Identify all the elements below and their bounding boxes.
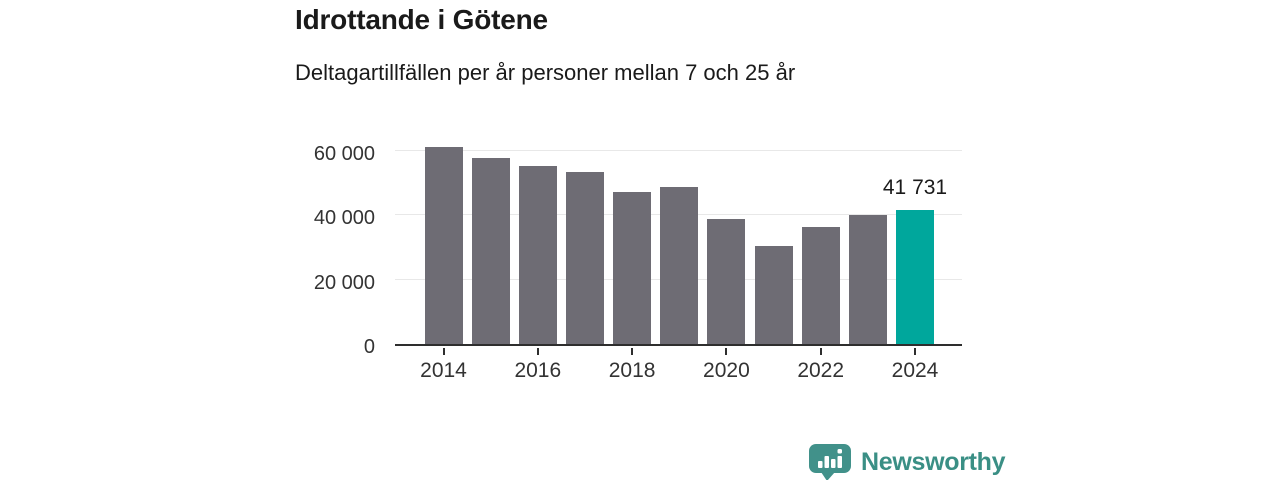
gridline-60000 bbox=[395, 149, 962, 151]
bar-2015 bbox=[471, 158, 510, 344]
x-tick-label-2014: 2014 bbox=[420, 359, 467, 382]
y-tick-label-0: 0 bbox=[363, 336, 375, 358]
y-axis: 0 20 000 40 000 60 000 bbox=[285, 142, 385, 357]
bar-2014 bbox=[424, 147, 463, 344]
x-tick-label-2024: 2024 bbox=[891, 359, 939, 382]
x-tick-2016 bbox=[536, 348, 539, 355]
x-tick-2018 bbox=[631, 348, 634, 355]
bar-2018 bbox=[613, 192, 652, 344]
x-axis: 2014 2016 2018 2020 2022 2024 bbox=[395, 348, 962, 393]
newsworthy-logo: Newsworthy bbox=[808, 443, 1006, 480]
x-tick-label-2022: 2022 bbox=[797, 359, 845, 382]
newsworthy-wordmark: Newsworthy bbox=[861, 447, 1006, 476]
bar-2022 bbox=[801, 227, 840, 344]
chart-subtitle: Deltagartillfällen per år personer mella… bbox=[295, 60, 796, 85]
x-tick-2014 bbox=[442, 348, 445, 355]
bar-2016 bbox=[518, 166, 557, 344]
x-tick-label-2020: 2020 bbox=[703, 359, 750, 382]
bar-2023 bbox=[848, 215, 887, 344]
plot-area: 41 731 bbox=[395, 142, 962, 346]
bar-2019 bbox=[660, 186, 699, 344]
x-tick-2022 bbox=[819, 348, 822, 355]
bar-chart-speech-bubble-icon bbox=[808, 443, 852, 480]
bar-2021 bbox=[754, 245, 793, 344]
y-tick-label-20000: 20 000 bbox=[313, 271, 375, 294]
y-tick-label-40000: 40 000 bbox=[313, 207, 375, 230]
x-tick-2024 bbox=[914, 348, 916, 355]
bar-2024 bbox=[896, 209, 934, 344]
chart-title: Idrottande i Götene bbox=[295, 4, 548, 35]
y-tick-label-60000: 60 000 bbox=[313, 142, 375, 165]
value-label: 41 731 bbox=[882, 175, 948, 199]
bar-2017 bbox=[565, 171, 604, 344]
x-tick-label-2018: 2018 bbox=[608, 359, 656, 382]
x-tick-label-2016: 2016 bbox=[514, 359, 562, 382]
x-tick-2020 bbox=[725, 348, 728, 355]
bar-2020 bbox=[707, 218, 746, 344]
